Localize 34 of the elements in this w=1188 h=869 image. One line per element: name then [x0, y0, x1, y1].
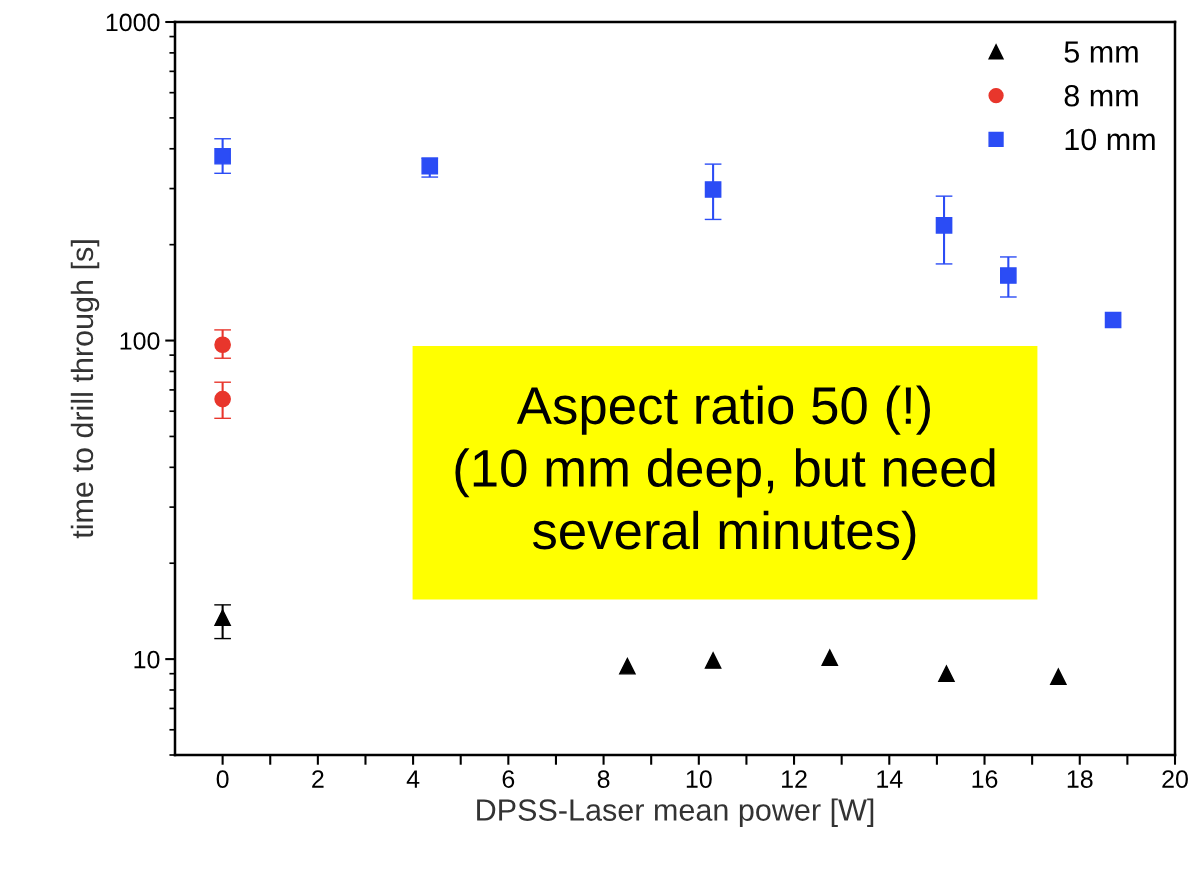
point	[704, 652, 722, 669]
legend-label: 5 mm	[1064, 41, 1138, 63]
x-tick-label: 14	[877, 770, 903, 788]
x-tick-label: 12	[782, 770, 807, 788]
x-tick-label: 8	[597, 770, 610, 788]
x-tick-label: 18	[1067, 770, 1093, 788]
x-tick-label: 10	[686, 770, 712, 788]
point	[214, 609, 231, 626]
point	[999, 267, 1017, 284]
x-axis-title: DPSS-Laser mean power [W]	[477, 798, 874, 827]
y-tick-label: 1000	[106, 13, 160, 32]
point	[421, 157, 439, 175]
y-tick-label: 10	[134, 650, 160, 669]
x-tick-label: 6	[502, 770, 515, 788]
legend-label: 10 mm	[1065, 128, 1155, 151]
x-tick-label: 4	[406, 770, 420, 788]
y-axis-title: time to drill through [s]	[70, 240, 100, 539]
point	[938, 665, 955, 683]
y-tick-label: 100	[120, 332, 160, 350]
point	[821, 649, 839, 667]
x-tick-label: 2	[312, 770, 324, 788]
point	[214, 390, 231, 408]
point	[619, 657, 636, 675]
x-tick-label: 0	[216, 770, 229, 788]
x-tick-label: 20	[1162, 770, 1188, 788]
point	[214, 147, 231, 165]
x-tick-label: 16	[972, 770, 998, 788]
point	[1049, 668, 1067, 686]
point	[1104, 311, 1122, 329]
point	[214, 336, 231, 354]
annotation: Aspect ratio 50 (!) (10 mm deep, but need several minutes)	[455, 385, 995, 560]
point	[704, 181, 722, 198]
legend-label: 8 mm	[1064, 84, 1138, 107]
point	[935, 216, 953, 234]
